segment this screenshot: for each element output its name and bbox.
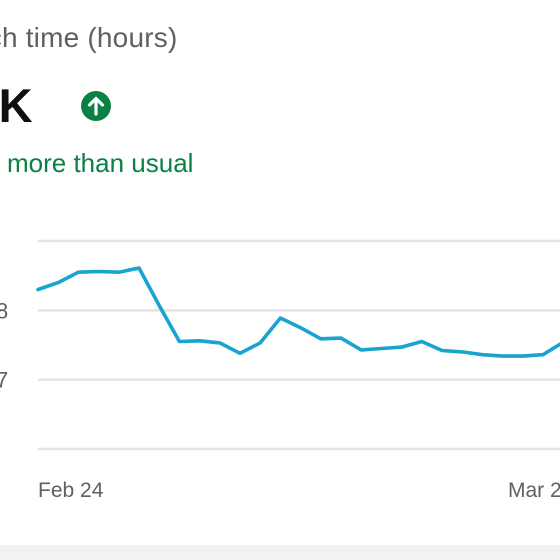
y-tick-label: 7 — [0, 368, 8, 393]
comparison-text: l more than usual — [0, 148, 194, 178]
y-tick-label: 8 — [0, 298, 8, 323]
x-tick-label: Mar 2 — [508, 479, 560, 502]
series-line — [36, 266, 560, 358]
x-tick-label: Feb 24 — [38, 479, 104, 502]
watch-time-card: atch time (hours) 5K l more than usual 7… — [0, 22, 560, 502]
arrow-up-circle-icon — [81, 91, 111, 121]
metric-value: 5K — [0, 79, 33, 132]
metric-title: atch time (hours) — [0, 22, 178, 53]
watch-time-line-chart: 7 8 Feb 24 Mar 2 — [0, 239, 560, 502]
card-bottom-edge — [0, 545, 560, 560]
